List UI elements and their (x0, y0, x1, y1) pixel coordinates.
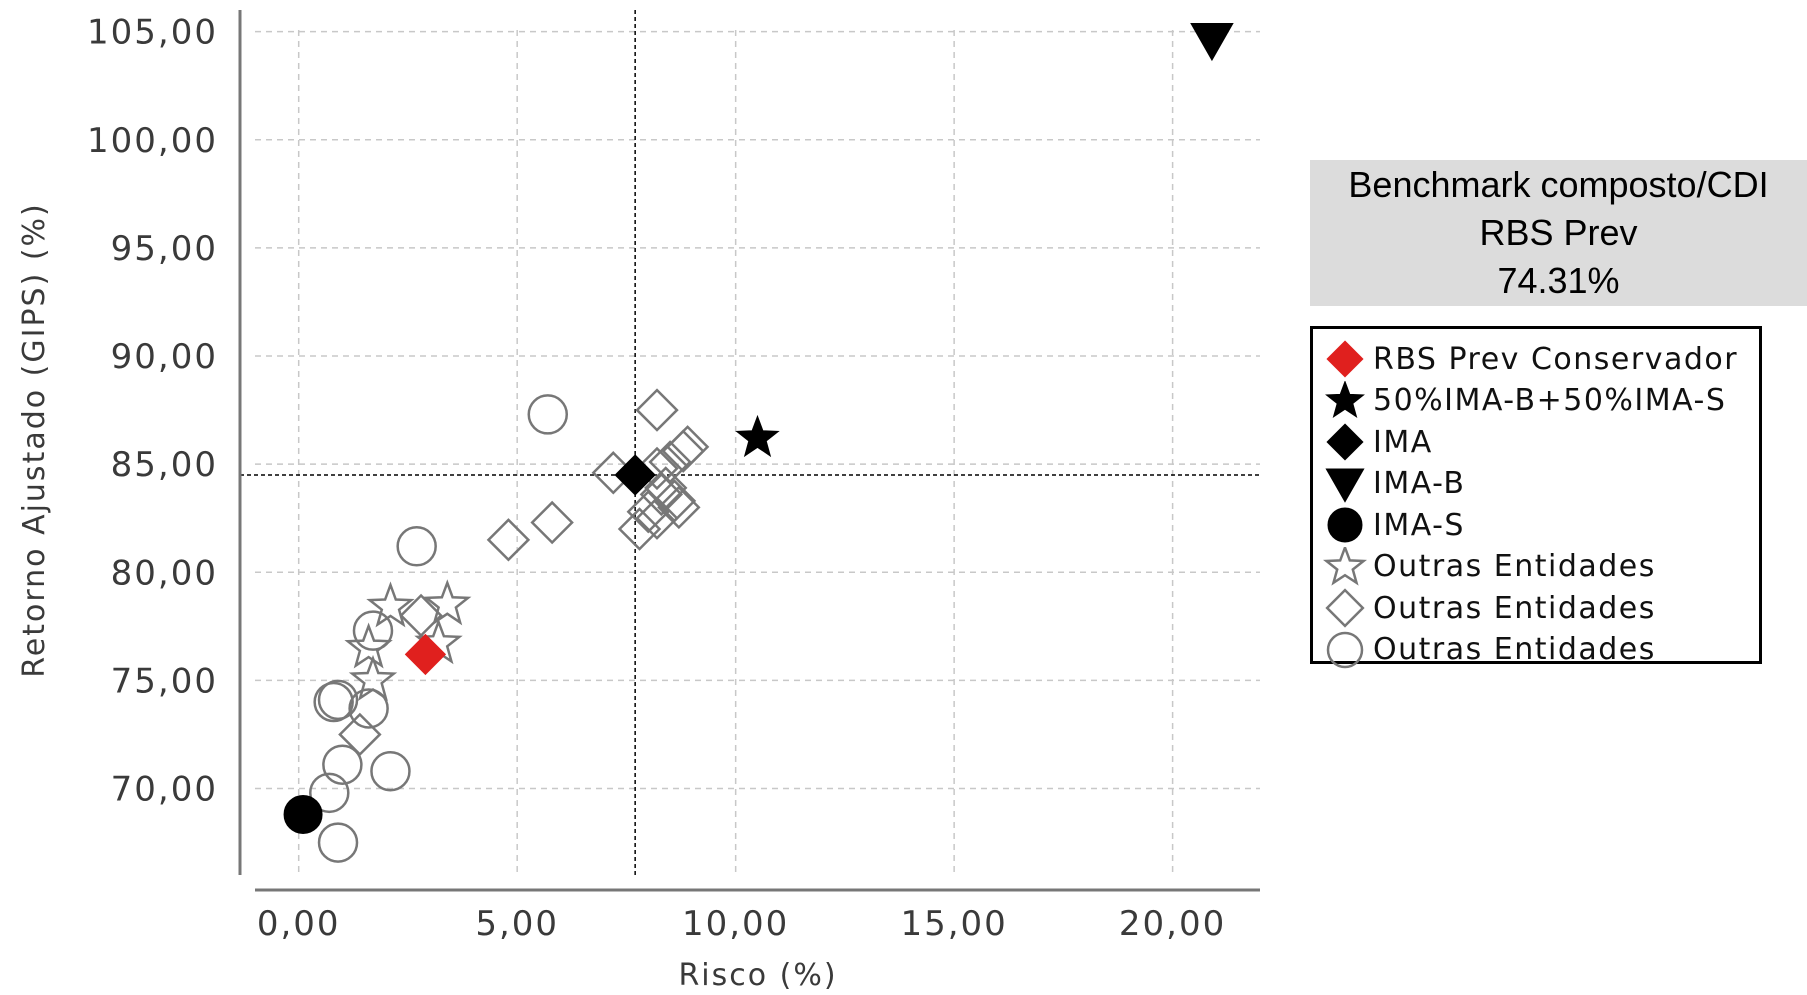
legend-marker (1326, 423, 1364, 461)
legend-marker-icon (1325, 380, 1365, 418)
legend-marker (1325, 468, 1365, 503)
data-point (348, 688, 389, 729)
data-point (644, 466, 688, 510)
legend-label: IMA-S (1373, 507, 1465, 543)
data-point (639, 472, 684, 517)
x-axis-title: Risco (%) (678, 958, 837, 993)
data-point (423, 579, 472, 626)
data-point (1190, 23, 1234, 62)
data-point (396, 526, 437, 567)
y-tick-label: 85,00 (111, 445, 218, 485)
axes (238, 10, 1260, 892)
data-point (338, 712, 382, 757)
x-tick-label: 0,00 (257, 904, 341, 944)
data-point (486, 518, 531, 562)
legend-marker (1326, 340, 1364, 378)
data-point (530, 500, 574, 545)
legend-marker (1325, 380, 1365, 418)
data-point (317, 822, 359, 863)
data-point (527, 394, 569, 435)
y-tick-label: 70,00 (111, 770, 218, 810)
data-point (309, 772, 350, 814)
legend-item: Outras Entidades (1323, 588, 1656, 628)
benchmark-info-box: Benchmark composto/CDI RBS Prev 74.31% (1310, 160, 1807, 306)
legend-item: IMA-B (1323, 464, 1465, 504)
x-tick-label: 5,00 (475, 904, 559, 944)
legend-label: Outras Entidades (1373, 590, 1656, 626)
data-point (635, 388, 679, 432)
tick-labels: 0,00 5,00 10,00 15,00 20,00 70,00 75,00 80,00 85… (87, 13, 1226, 944)
legend-marker (1323, 546, 1367, 586)
legend-label: RBS Prev Conservador (1373, 341, 1739, 377)
data-point (283, 794, 323, 834)
data-point (735, 414, 780, 458)
legend-marker-icon (1327, 507, 1363, 543)
legend-marker-icon (1326, 423, 1364, 461)
legend-marker-icon (1325, 468, 1365, 503)
info-box-line-3: 74.31% (1497, 260, 1620, 301)
y-tick-label: 80,00 (111, 553, 218, 593)
legend-marker (1327, 507, 1363, 543)
legend-label: Outras Entidades (1373, 632, 1656, 667)
grid-lines (255, 30, 1260, 875)
chart-legend: RBS Prev Conservador 50%IMA-B+50%IMA-S IMA… (1310, 326, 1762, 668)
legend-item: RBS Prev Conservador (1323, 339, 1738, 379)
data-point (635, 496, 679, 540)
legend-label: IMA (1373, 424, 1433, 460)
y-axis-title: Retorno Ajustado (GIPS) (%) (17, 202, 52, 677)
y-tick-label: 90,00 (111, 337, 218, 377)
data-point (665, 425, 710, 469)
legend-label: 50%IMA-B+50%IMA-S (1373, 383, 1727, 418)
data-point (317, 679, 359, 721)
legend-marker-icon (1325, 588, 1365, 628)
x-tick-label: 20,00 (1119, 904, 1226, 944)
legend-marker-icon (1326, 340, 1364, 378)
legend-marker-icon (1323, 546, 1367, 586)
legend-label: Outras Entidades (1373, 549, 1656, 584)
y-tick-label: 100,00 (87, 121, 218, 161)
legend-item: IMA (1323, 422, 1433, 462)
data-point (399, 593, 443, 638)
data-point (635, 446, 679, 491)
y-tick-label: 75,00 (111, 661, 218, 701)
legend-item: Outras Entidades (1323, 546, 1656, 587)
data-point (313, 681, 354, 723)
data-point (617, 507, 662, 551)
data-points (283, 23, 1234, 863)
info-box-line-1: Benchmark composto/CDI (1348, 164, 1769, 205)
data-point (404, 633, 447, 676)
legend-item: IMA-S (1323, 505, 1465, 545)
x-tick-label: 10,00 (682, 904, 789, 944)
legend-label: IMA-B (1373, 466, 1466, 501)
data-point (370, 750, 411, 792)
data-point (366, 581, 415, 628)
legend-item: Outras Entidades (1323, 630, 1656, 670)
data-point (322, 744, 363, 785)
x-tick-label: 15,00 (900, 904, 1007, 944)
legend-item: 50%IMA-B+50%IMA-S (1323, 380, 1727, 421)
data-point (657, 485, 701, 530)
y-tick-label: 95,00 (111, 229, 218, 269)
legend-marker-icon (1326, 631, 1364, 668)
data-point (344, 622, 393, 669)
legend-marker (1325, 588, 1365, 628)
legend-marker (1326, 631, 1364, 668)
data-point (614, 454, 656, 496)
info-box-line-2: RBS Prev (1479, 212, 1638, 253)
reference-lines (240, 10, 1260, 875)
data-point (352, 610, 394, 651)
y-tick-label: 105,00 (87, 13, 218, 53)
